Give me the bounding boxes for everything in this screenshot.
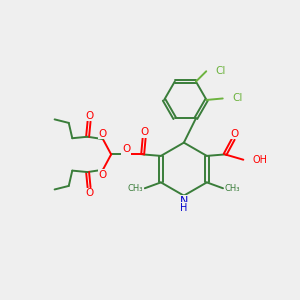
Text: Cl: Cl [232, 94, 242, 103]
Text: O: O [140, 127, 148, 137]
Text: CH₃: CH₃ [224, 184, 240, 194]
Text: Cl: Cl [216, 66, 226, 76]
Text: O: O [98, 129, 106, 139]
Text: H: H [180, 203, 188, 213]
Text: N: N [180, 196, 188, 206]
Text: O: O [85, 110, 93, 121]
Text: O: O [122, 144, 130, 154]
Text: O: O [85, 188, 93, 198]
Text: O: O [98, 170, 106, 180]
Text: CH₃: CH₃ [128, 184, 143, 194]
Text: OH: OH [253, 155, 268, 165]
Text: O: O [230, 129, 238, 139]
